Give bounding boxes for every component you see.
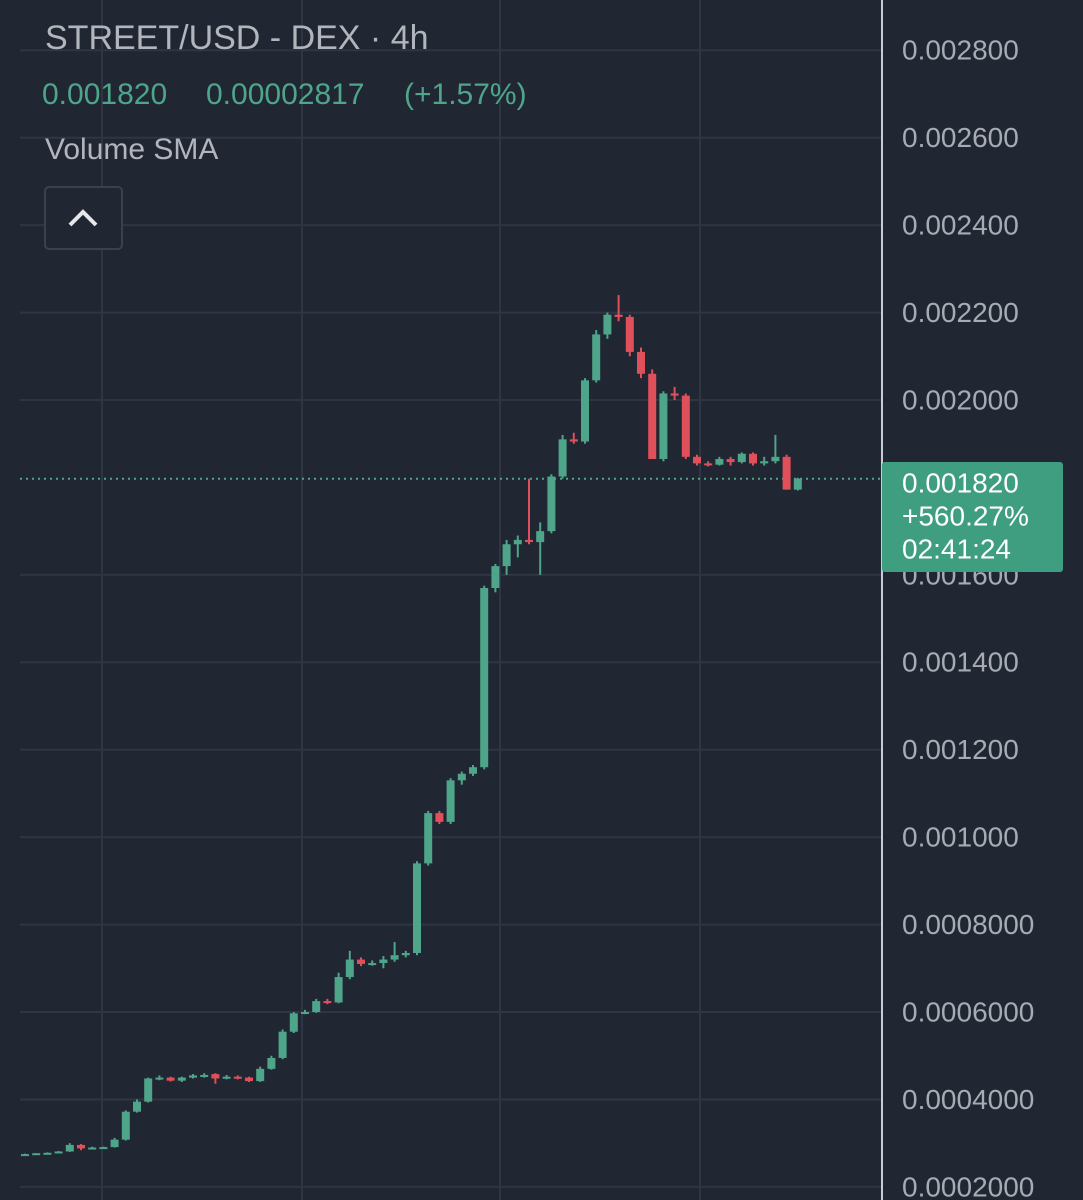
candle-body bbox=[469, 767, 477, 774]
candle-body bbox=[558, 439, 567, 477]
candle-body bbox=[401, 953, 410, 956]
candle-body bbox=[491, 566, 500, 588]
candle-body bbox=[771, 456, 780, 462]
candle-body bbox=[637, 351, 645, 374]
candle-body bbox=[368, 963, 377, 966]
candles bbox=[21, 295, 802, 1157]
candle-body bbox=[793, 478, 802, 490]
y-ticks: 0.002800 0.002600 0.002400 0.002200 0.002000… bbox=[902, 35, 1034, 1200]
y-tick-label: 0.0008000 bbox=[902, 909, 1034, 940]
candle-body bbox=[110, 1139, 119, 1148]
candle-body bbox=[525, 539, 533, 543]
candle-body bbox=[222, 1076, 231, 1079]
candle-body bbox=[99, 1147, 108, 1150]
candle-body bbox=[312, 1001, 321, 1013]
candle-body bbox=[289, 1013, 298, 1032]
chart-title: STREET/USD - DEX · 4h bbox=[45, 19, 429, 57]
y-tick-label: 0.002800 bbox=[902, 35, 1019, 66]
candle-body bbox=[166, 1077, 175, 1081]
grid bbox=[20, 49, 882, 1188]
candle-body bbox=[278, 1031, 287, 1058]
candle-body bbox=[726, 459, 735, 463]
candle-body bbox=[155, 1077, 164, 1080]
candle-body bbox=[267, 1057, 276, 1069]
candle-body bbox=[693, 456, 701, 464]
close-price: 0.001820 bbox=[42, 78, 167, 111]
candle-body bbox=[200, 1074, 209, 1077]
candle-body bbox=[569, 439, 578, 442]
candle-body bbox=[614, 314, 623, 317]
candle-body bbox=[245, 1077, 253, 1082]
candle-body bbox=[480, 587, 489, 768]
candle-body bbox=[345, 959, 354, 978]
y-tick-label: 0.001000 bbox=[902, 822, 1019, 853]
candle-body bbox=[177, 1077, 186, 1081]
change-pct: (+1.57%) bbox=[404, 78, 527, 111]
candle-body bbox=[424, 813, 433, 864]
candle-body bbox=[77, 1144, 85, 1149]
change: 0.00002817 bbox=[206, 78, 365, 111]
candle-body bbox=[715, 459, 724, 465]
candle-body bbox=[233, 1076, 242, 1079]
candle-body bbox=[681, 395, 690, 457]
indicator: Volume SMA bbox=[45, 133, 218, 166]
candle-body bbox=[749, 453, 757, 464]
y-tick-label: 0.002600 bbox=[902, 122, 1019, 153]
candle-body bbox=[65, 1144, 74, 1152]
candle-body bbox=[760, 461, 769, 464]
candle-body bbox=[625, 316, 634, 352]
candle-body bbox=[334, 977, 343, 1003]
candle-body bbox=[603, 314, 612, 335]
candle-body bbox=[413, 863, 421, 954]
candle-body bbox=[536, 531, 545, 543]
candle-body bbox=[189, 1075, 197, 1078]
candle-body bbox=[704, 463, 713, 466]
collapse-button[interactable] bbox=[44, 186, 123, 250]
candle-body bbox=[379, 959, 388, 964]
badge-countdown: 02:41:24 bbox=[902, 533, 1011, 564]
candle-body bbox=[54, 1151, 63, 1154]
candle-body bbox=[357, 959, 365, 964]
y-tick-label: 0.0006000 bbox=[902, 996, 1034, 1027]
candle-body bbox=[670, 393, 679, 396]
candle-body bbox=[502, 544, 511, 567]
candle-body bbox=[457, 773, 466, 781]
candle-body bbox=[446, 780, 455, 822]
candle-body bbox=[513, 539, 522, 545]
candle-body bbox=[88, 1147, 97, 1150]
candle-body bbox=[737, 453, 746, 463]
y-tick-label: 0.001400 bbox=[902, 647, 1019, 678]
candle-body bbox=[301, 1012, 309, 1015]
y-tick-label: 0.0004000 bbox=[902, 1084, 1034, 1115]
candle-body bbox=[435, 813, 444, 822]
candle-body bbox=[390, 955, 399, 960]
price-badge: 0.001820 +560.27% 02:41:24 bbox=[882, 462, 1063, 572]
y-tick-label: 0.002400 bbox=[902, 210, 1019, 241]
y-tick-label: 0.002200 bbox=[902, 297, 1019, 328]
candle-body bbox=[323, 1001, 332, 1004]
y-tick-label: 0.001200 bbox=[902, 734, 1019, 765]
candle-body bbox=[32, 1153, 41, 1156]
candle-body bbox=[782, 456, 791, 490]
y-tick-label: 0.002000 bbox=[902, 384, 1019, 415]
candle-body bbox=[121, 1111, 130, 1140]
badge-change: +560.27% bbox=[902, 500, 1029, 531]
candle-body bbox=[211, 1074, 220, 1079]
candle-body bbox=[581, 380, 589, 442]
candle-body bbox=[547, 476, 556, 532]
candle-body bbox=[256, 1068, 265, 1082]
candle-body bbox=[648, 373, 657, 460]
badge-price: 0.001820 bbox=[902, 467, 1019, 498]
y-tick-label: 0.0002000 bbox=[902, 1171, 1034, 1200]
candle-body bbox=[592, 334, 601, 381]
candle-body bbox=[659, 393, 668, 460]
candle-body bbox=[43, 1152, 52, 1155]
candle-body bbox=[21, 1154, 29, 1157]
candle-body bbox=[133, 1101, 141, 1112]
candle-body bbox=[144, 1078, 153, 1102]
